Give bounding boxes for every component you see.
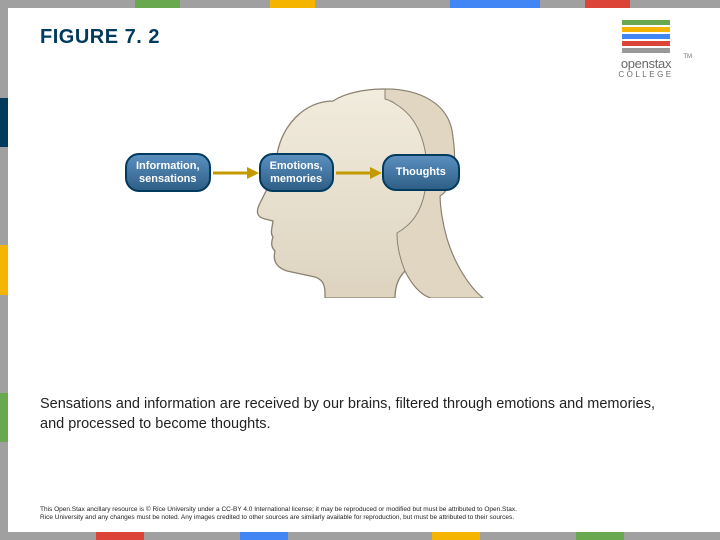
top-border — [0, 0, 720, 8]
openstax-logo: openstax COLLEGE TM — [602, 20, 690, 79]
flow-node-emotions: Emotions, memories — [259, 153, 334, 192]
logo-subtext: COLLEGE — [602, 70, 690, 79]
node-line1: Emotions, — [270, 160, 323, 173]
flow-node-thoughts: Thoughts — [382, 154, 460, 191]
bottom-border — [0, 532, 720, 540]
attribution-footer: This Open.Stax ancillary resource is © R… — [40, 506, 680, 522]
node-line1: Thoughts — [396, 166, 446, 179]
flow-node-information: Information, sensations — [125, 153, 211, 192]
node-line1: Information, — [136, 160, 200, 173]
figure-title: FIGURE 7. 2 — [40, 26, 160, 49]
node-line2: sensations — [136, 173, 200, 186]
footer-line2: Rice University and any changes must be … — [40, 514, 680, 522]
logo-tm: TM — [683, 54, 692, 60]
logo-text: openstax — [602, 56, 690, 71]
flow-row: Information, sensations Emotions, memori… — [125, 153, 595, 192]
diagram: Information, sensations Emotions, memori… — [0, 80, 720, 300]
figure-caption: Sensations and information are received … — [40, 395, 680, 434]
logo-bars-icon — [622, 20, 670, 53]
footer-line1: This Open.Stax ancillary resource is © R… — [40, 506, 680, 514]
arrow-icon — [334, 166, 382, 180]
arrow-icon — [211, 166, 259, 180]
node-line2: memories — [270, 173, 323, 186]
